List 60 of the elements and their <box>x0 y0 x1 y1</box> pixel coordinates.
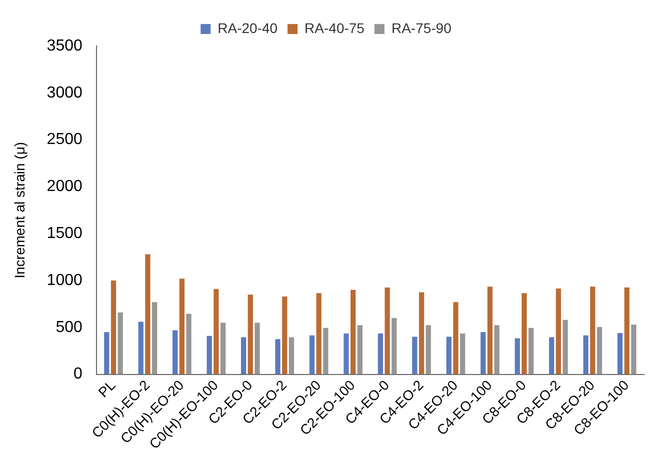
bar <box>282 296 288 374</box>
bar <box>152 302 158 374</box>
bar <box>172 330 178 374</box>
bar <box>556 288 562 374</box>
y-tick-label: 3500 <box>46 37 82 54</box>
bar <box>145 254 150 374</box>
bar <box>446 336 452 374</box>
y-tick-label: 500 <box>56 318 82 336</box>
bar <box>309 335 315 374</box>
bar <box>118 312 123 374</box>
bar <box>206 336 212 374</box>
bar <box>214 288 219 374</box>
bar <box>288 337 294 374</box>
y-tick-label: 0 <box>73 366 82 383</box>
bar <box>344 334 349 374</box>
bar <box>453 302 458 374</box>
bar <box>631 324 636 374</box>
bar <box>350 290 356 374</box>
bar <box>528 328 534 374</box>
bar <box>514 338 520 374</box>
bar <box>357 325 362 374</box>
y-tick-label: 2500 <box>46 131 82 148</box>
y-tick-label: 2000 <box>46 178 82 196</box>
bar <box>522 293 527 374</box>
bar <box>110 280 116 374</box>
bar <box>549 337 554 374</box>
bar <box>275 339 280 374</box>
legend-label: RA-20-40 <box>218 20 278 36</box>
bar <box>494 325 500 374</box>
bar <box>562 320 568 374</box>
bar <box>392 318 397 374</box>
bar <box>583 335 588 374</box>
bar <box>384 288 390 374</box>
bar <box>412 336 418 374</box>
bar <box>186 314 192 374</box>
bar <box>590 286 596 374</box>
bar <box>624 288 630 374</box>
bar <box>487 286 493 374</box>
bar <box>179 278 185 374</box>
bar <box>480 332 486 374</box>
legend-label: RA-75-90 <box>391 20 452 36</box>
bar <box>617 333 623 374</box>
bar <box>418 292 424 374</box>
bar <box>240 337 246 374</box>
bar <box>254 322 260 374</box>
bar <box>378 334 384 374</box>
bar <box>596 326 602 374</box>
bar <box>138 322 144 374</box>
y-tick-label: 1000 <box>46 272 82 289</box>
bar <box>104 332 110 374</box>
legend-label: RA-40-75 <box>304 20 365 36</box>
bar <box>220 322 226 374</box>
bar <box>248 294 253 374</box>
bar <box>316 293 322 374</box>
y-tick-label: 1500 <box>46 225 82 242</box>
bar <box>426 325 431 374</box>
y-tick-label: 3000 <box>46 84 82 102</box>
bar <box>460 334 466 374</box>
bar <box>323 328 328 374</box>
y-axis-title: Increment al strain (μ) <box>11 142 28 278</box>
